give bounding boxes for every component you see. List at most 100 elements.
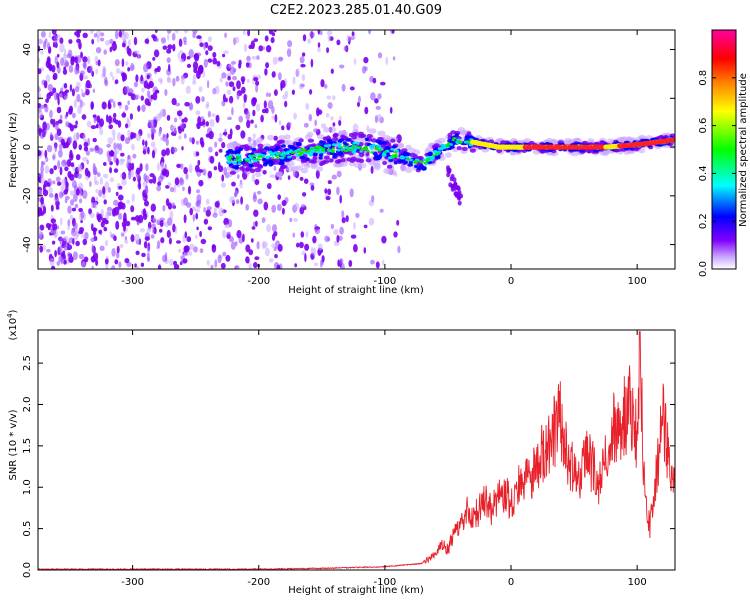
noise-speckle [175,102,181,107]
noise-speckle [88,208,92,215]
noise-speckle [339,194,343,204]
noise-speckle [381,235,387,244]
noise-speckle [222,53,226,58]
noise-speckle [292,232,296,238]
colorbar-gradient [712,30,736,269]
noise-speckle [74,86,80,93]
ridge-mark [382,134,391,141]
noise-speckle [221,174,225,182]
noise-speckle [245,110,251,121]
noise-speckle [207,45,213,51]
ridge-mark [383,168,391,174]
noise-speckle [166,229,171,238]
ridge-mark [251,147,257,152]
noise-speckle [339,226,344,235]
noise-speckle [144,38,150,44]
noise-speckle [140,262,145,267]
noise-speckle [164,89,168,96]
noise-speckle [173,125,177,134]
noise-speckle [103,49,107,55]
ridge-mark [432,154,436,157]
snr-x-tick-label: -300 [121,577,144,588]
noise-speckle [255,84,259,93]
noise-speckle [143,80,149,89]
noise-speckle [309,31,315,39]
noise-speckle [391,30,395,34]
noise-speckle [95,259,99,266]
ridge-mark [377,140,383,145]
noise-speckle [393,231,398,238]
noise-speckle [116,132,122,141]
noise-speckle [102,65,107,75]
noise-speckle [125,220,131,227]
ridge-mark [435,152,441,155]
noise-speckle [317,30,321,35]
ridge-mark [308,159,315,164]
noise-speckle [339,64,345,69]
noise-speckle [245,204,250,211]
ridge-mark [351,150,357,154]
noise-speckle [95,188,98,194]
spectrogram-y-label: Frequency (Hz) [8,112,19,188]
noise-speckle [99,177,104,185]
ridge-mark [465,140,469,143]
noise-speckle [121,221,127,228]
noise-speckle [52,222,55,230]
ridge-mark [324,155,330,160]
noise-speckle [55,122,59,131]
noise-speckle [148,81,154,88]
ridge-mark [295,141,301,146]
noise-speckle [167,182,172,187]
noise-speckle [271,243,276,249]
noise-speckle [221,141,226,149]
ridge-mark [378,149,383,152]
noise-speckle [245,62,250,68]
spectrogram-x-tick-label: -100 [374,276,397,287]
ridge-mark [364,145,368,148]
noise-speckle [251,55,257,60]
noise-speckle [179,177,184,184]
noise-speckle [85,175,89,181]
noise-speckle [49,257,55,267]
noise-speckle [169,258,174,267]
noise-speckle [65,111,69,117]
noise-speckle [73,222,78,230]
ridge-mark [280,164,288,169]
noise-speckle [52,154,56,160]
noise-speckle [251,97,257,107]
noise-speckle [107,208,111,215]
noise-speckle [119,244,124,248]
noise-speckle [308,113,313,122]
noise-speckle [118,185,123,190]
noise-speckle [72,140,78,150]
noise-speckle [303,178,309,184]
noise-speckle [272,224,277,233]
noise-speckle [157,240,161,249]
noise-speckle [54,91,58,101]
noise-speckle [321,255,325,263]
ridge-mark [279,156,285,160]
noise-speckle [310,184,315,191]
noise-speckle [268,258,274,263]
noise-speckle [65,141,70,147]
ridge-mark [332,154,337,159]
ridge-mark [298,153,302,156]
noise-speckle [58,149,63,158]
noise-speckle [94,144,100,154]
noise-speckle [124,236,128,241]
noise-speckle [92,170,98,175]
ridge-mark [394,153,398,156]
noise-speckle [227,116,232,121]
noise-speckle [73,133,79,142]
noise-speckle [49,168,54,175]
noise-speckle [375,105,381,110]
offshoot-mark [459,193,464,199]
noise-speckle [131,162,135,171]
noise-speckle [300,231,305,238]
noise-speckle [227,75,231,81]
noise-speckle [59,93,63,98]
noise-speckle [122,73,126,82]
ridge-mark [236,156,241,159]
noise-speckle [267,100,274,110]
noise-speckle [255,220,258,227]
